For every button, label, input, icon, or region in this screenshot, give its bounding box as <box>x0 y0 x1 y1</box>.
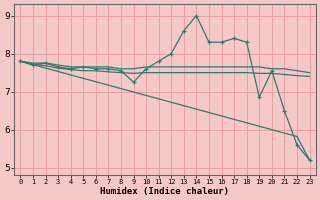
X-axis label: Humidex (Indice chaleur): Humidex (Indice chaleur) <box>100 187 229 196</box>
